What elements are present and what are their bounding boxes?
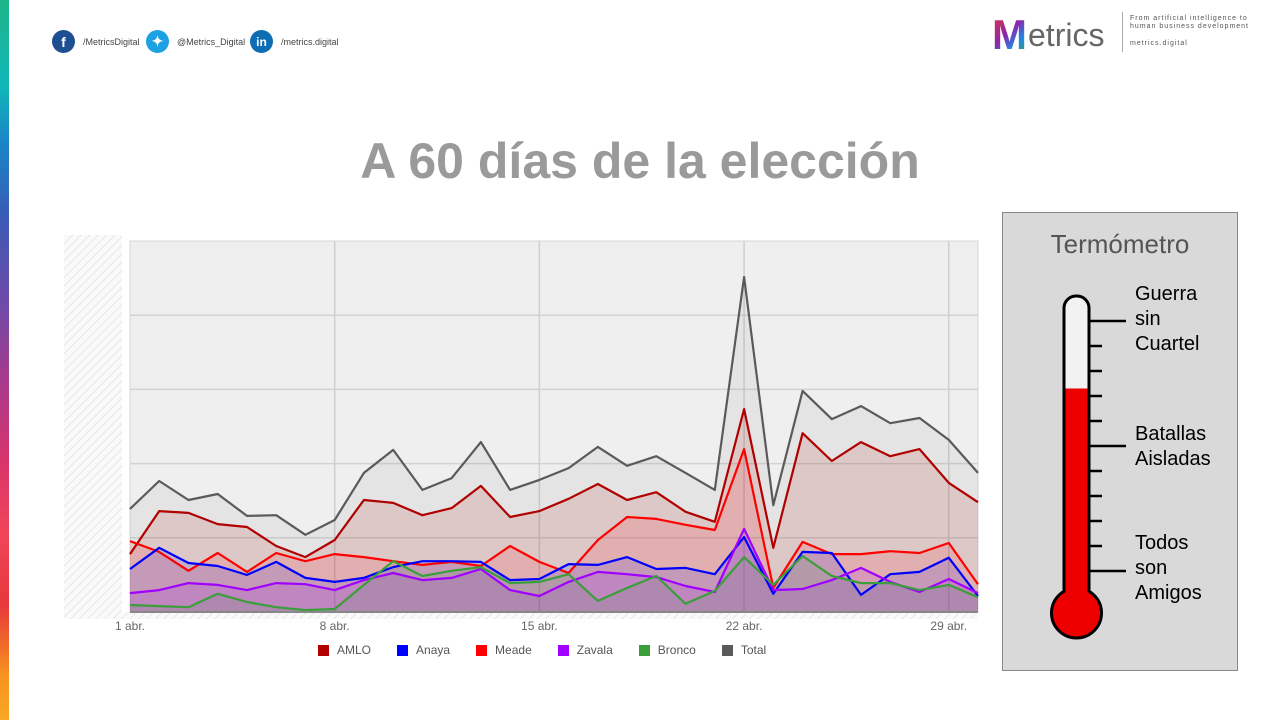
series-line-meade	[129, 448, 979, 589]
legend-swatch	[318, 644, 329, 656]
legend-swatch	[397, 644, 409, 656]
twitter-icon: ✦	[146, 30, 169, 53]
area-amlo	[130, 409, 978, 612]
thermometer-title: Termómetro	[1050, 229, 1190, 259]
area-zavala	[130, 528, 978, 612]
x-tick-label: 29 abr.	[930, 619, 967, 633]
logo-url: metrics.digital	[1130, 40, 1188, 47]
label-line: sin	[1135, 308, 1161, 330]
legend-swatch	[557, 644, 569, 656]
legend-label: Meade	[495, 643, 532, 657]
logo-wordmark: etrics	[1028, 17, 1105, 53]
twitter-handle: @Metrics_Digital	[177, 36, 246, 47]
line-chart: 1 abr. 8 abr. 15 abr. 22 abr. 29 abr.	[64, 235, 979, 633]
legend-item-zavala[interactable]: Zavala	[557, 643, 613, 657]
legend-label: Bronco	[657, 643, 696, 657]
legend-label: Zavala	[576, 643, 613, 657]
thermometer-level-fill	[1065, 388, 1088, 601]
label-line: son	[1135, 557, 1168, 579]
x-tick-label: 22 abr.	[726, 619, 763, 633]
area-meade	[130, 449, 978, 612]
logo-m-mark: M	[992, 11, 1027, 58]
facebook-icon: f	[52, 30, 75, 53]
legend-swatch	[721, 644, 733, 656]
linkedin-handle: /metrics.digital	[281, 36, 339, 47]
plot-area	[129, 240, 979, 613]
logo-tagline: From artificial intelligence to human bu…	[1130, 15, 1250, 30]
x-tick-label: 15 abr.	[521, 619, 558, 633]
legend-label: Anaya	[416, 643, 451, 657]
brand-color-bar	[0, 0, 9, 720]
metrics-logo: M etrics From artificial intelligence to…	[990, 10, 1250, 58]
thermometer-panel: Termómetro Guerra sin Cuartel Batallas A…	[1002, 212, 1238, 671]
label-line: Cuartel	[1135, 333, 1200, 355]
x-axis-band	[64, 612, 978, 619]
label-batallas-aisladas: Batallas Aisladas	[1135, 422, 1211, 472]
social-facebook[interactable]: f /MetricsDigital	[52, 30, 140, 53]
legend-item-total[interactable]: Total	[721, 643, 767, 657]
linkedin-icon: in	[250, 30, 273, 53]
thermometer-bulb	[1050, 586, 1103, 640]
label-line: Aisladas	[1135, 448, 1211, 470]
legend-swatch	[476, 644, 488, 656]
series-line-amlo	[129, 408, 979, 559]
area-bronco	[130, 556, 978, 612]
area-anaya	[130, 537, 978, 612]
label-line: Amigos	[1135, 582, 1202, 604]
x-tick-label: 1 abr.	[115, 619, 145, 633]
chart-legend: AMLO Anaya Meade Zavala Bronco Total	[318, 643, 766, 657]
label-line: Guerra	[1135, 283, 1198, 305]
social-linkedin[interactable]: in /metrics.digital	[250, 30, 339, 53]
legend-item-meade[interactable]: Meade	[476, 643, 532, 657]
label-line: Batallas	[1135, 423, 1207, 445]
legend-label: AMLO	[337, 643, 372, 657]
legend-item-amlo[interactable]: AMLO	[318, 643, 371, 657]
slide-title: A 60 días de la elección	[360, 133, 920, 189]
legend-label: Total	[740, 643, 767, 657]
legend-item-bronco[interactable]: Bronco	[638, 643, 696, 657]
x-tick-label: 8 abr.	[320, 619, 350, 633]
social-twitter[interactable]: ✦ @Metrics_Digital	[146, 30, 245, 53]
label-todos-son-amigos: Todos son Amigos	[1135, 531, 1202, 606]
logo-divider	[1122, 12, 1123, 52]
label-guerra-sin-cuartel: Guerra sin Cuartel	[1135, 282, 1199, 357]
label-line: Todos	[1135, 532, 1189, 554]
series-line-bronco	[129, 554, 979, 612]
legend-swatch	[638, 644, 650, 656]
series-line-anaya	[129, 536, 979, 597]
legend-item-anaya[interactable]: Anaya	[397, 643, 450, 657]
series-line-total	[129, 275, 979, 536]
hidden-y-axis-labels	[64, 235, 122, 619]
thermometer-neck	[1065, 583, 1088, 595]
thermometer-graphic	[1050, 294, 1126, 640]
facebook-handle: /MetricsDigital	[83, 36, 140, 47]
